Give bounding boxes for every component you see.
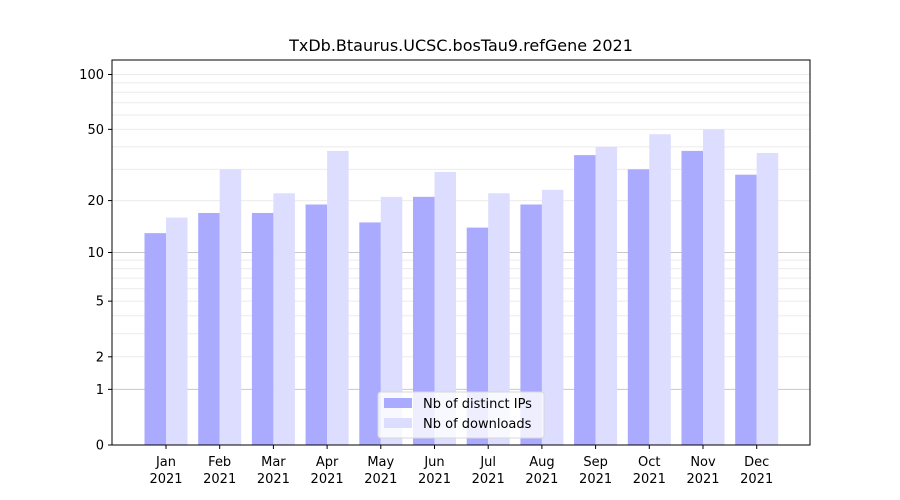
bar-downloads: [434, 171, 456, 445]
legend-swatch: [384, 398, 412, 408]
bar-distinct-ips: [198, 212, 220, 445]
y-tick-label: 50: [87, 123, 104, 138]
chart-title: TxDb.Btaurus.UCSC.bosTau9.refGene 2021: [288, 36, 633, 55]
x-axis: Jan 2021 Feb 2021 Mar 2021 Apr 2021 May 2021 Jun 20…: [149, 445, 773, 487]
x-tick-label: Feb 2021: [203, 455, 236, 487]
bar-distinct-ips: [359, 222, 381, 445]
legend-label: Nb of downloads: [423, 417, 532, 432]
bar-distinct-ips: [735, 174, 757, 446]
bar-downloads: [541, 189, 564, 445]
bar-downloads: [595, 146, 618, 445]
bar-downloads: [327, 150, 349, 445]
bar-downloads: [273, 193, 295, 445]
x-tick-label: Sep 2021: [579, 455, 612, 487]
x-tick-label: Nov 2021: [686, 455, 719, 487]
y-tick-label: 10: [87, 246, 104, 261]
bar-distinct-ips: [681, 150, 703, 445]
bar-downloads: [756, 152, 779, 445]
bar-downloads: [703, 129, 725, 445]
bar-downloads: [166, 217, 188, 445]
x-tick-label: Oct 2021: [633, 455, 666, 487]
legend-label: Nb of distinct IPs: [423, 397, 532, 412]
y-tick-label: 100: [79, 68, 104, 83]
bar-distinct-ips: [144, 233, 166, 445]
bar-downloads: [219, 169, 242, 445]
bar-distinct-ips: [520, 204, 542, 445]
x-tick-label: Apr 2021: [311, 455, 344, 487]
bar-distinct-ips: [574, 155, 596, 446]
bar-distinct-ips: [413, 196, 435, 445]
legend: Nb of distinct IPs Nb of downloads: [377, 391, 545, 439]
y-axis: 0 1 2 5 10 20 50 100: [79, 68, 112, 454]
y-tick-label: 1: [96, 383, 104, 398]
legend-box: [377, 391, 545, 439]
x-tick-label: Jul 2021: [472, 455, 505, 487]
bar-downloads: [488, 193, 510, 445]
y-tick-label: 2: [96, 350, 104, 365]
x-tick-label: Jan 2021: [149, 455, 182, 487]
bar-distinct-ips: [251, 212, 274, 445]
y-tick-label: 20: [87, 194, 104, 209]
bar-downloads: [649, 134, 671, 445]
bar-distinct-ips: [305, 204, 328, 445]
bar-distinct-ips: [466, 227, 489, 445]
x-tick-label: Dec 2021: [740, 455, 773, 487]
y-tick-label: 5: [96, 295, 104, 310]
x-tick-label: Aug 2021: [525, 455, 558, 487]
bar-distinct-ips: [627, 169, 650, 445]
bars: [144, 129, 779, 446]
bar-downloads: [380, 196, 403, 445]
x-tick-label: Mar 2021: [257, 455, 290, 487]
x-tick-label: May 2021: [364, 455, 397, 487]
y-tick-label: 0: [96, 439, 104, 454]
legend-swatch: [384, 418, 412, 428]
x-tick-label: Jun 2021: [418, 455, 451, 487]
